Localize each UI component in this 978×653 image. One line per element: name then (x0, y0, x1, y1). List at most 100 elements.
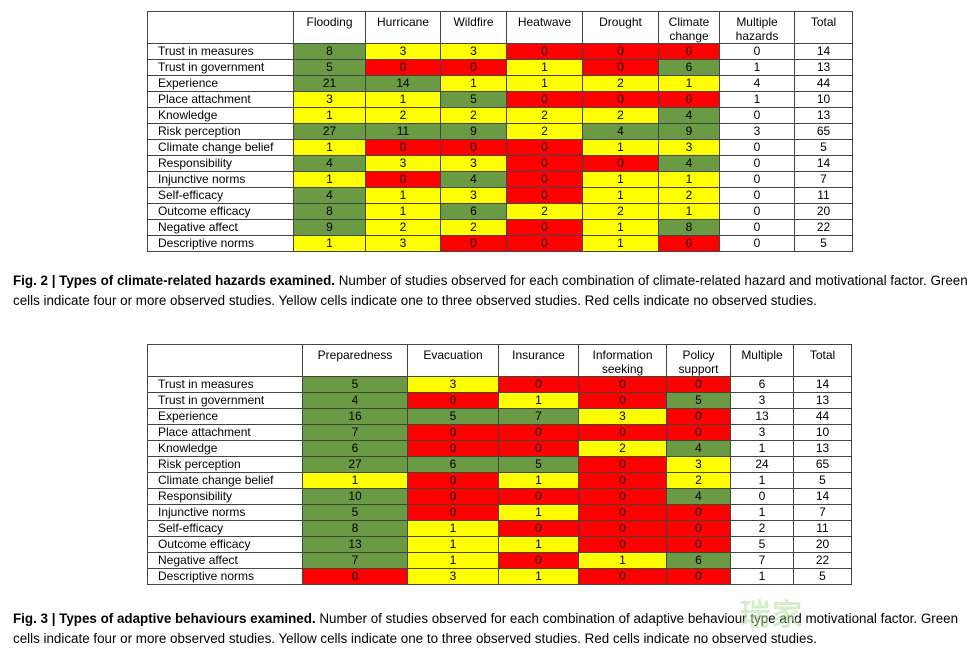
count-cell: 0 (506, 235, 583, 252)
table-row: Outcome efficacy 8 1 6 2 2 1 0 20 (147, 203, 853, 220)
count-cell: 1 (498, 568, 579, 585)
count-cell: 0 (578, 504, 667, 521)
total-cell: 20 (793, 536, 852, 553)
behaviours-table: Preparedness Evacuation Insurance Informati… (147, 344, 852, 585)
total-cell: 13 (793, 392, 852, 409)
count-cell: 3 (440, 187, 507, 204)
count-cell: 0 (666, 504, 731, 521)
count-cell: 11 (365, 123, 441, 140)
row-label: Outcome efficacy (147, 203, 294, 220)
row-label: Trust in government (147, 59, 294, 76)
count-cell: 0 (506, 171, 583, 188)
count-cell: 0 (506, 219, 583, 236)
multiple-cell: 4 (719, 75, 795, 92)
count-cell: 2 (365, 107, 441, 124)
count-cell: 2 (582, 203, 659, 220)
row-label: Climate change belief (147, 472, 303, 489)
table-row: Self-efficacy 4 1 3 0 1 2 0 11 (147, 187, 853, 204)
count-cell: 2 (440, 219, 507, 236)
count-cell: 16 (302, 408, 408, 425)
count-cell: 0 (578, 424, 667, 441)
table-row: Outcome efficacy 13 1 1 0 0 5 20 (147, 536, 852, 553)
header-row: Preparedness Evacuation Insurance Informati… (147, 344, 852, 377)
count-cell: 2 (506, 203, 583, 220)
table-row: Descriptive norms 1 3 0 0 1 0 0 5 (147, 235, 853, 252)
count-cell: 1 (582, 219, 659, 236)
count-cell: 10 (302, 488, 408, 505)
count-cell: 6 (407, 456, 499, 473)
count-cell: 14 (365, 75, 441, 92)
total-cell: 5 (793, 472, 852, 489)
table-row: Negative affect 9 2 2 0 1 8 0 22 (147, 219, 853, 236)
multiple-cell: 0 (730, 488, 794, 505)
count-cell: 0 (666, 408, 731, 425)
count-cell: 0 (440, 59, 507, 76)
count-cell: 0 (666, 376, 731, 393)
multiple-cell: 6 (730, 376, 794, 393)
count-cell: 0 (498, 488, 579, 505)
row-label: Responsibility (147, 155, 294, 172)
row-label: Injunctive norms (147, 504, 303, 521)
multiple-cell: 0 (719, 219, 795, 236)
count-cell: 1 (582, 235, 659, 252)
count-cell: 1 (658, 75, 720, 92)
count-cell: 1 (578, 552, 667, 569)
multiple-cell: 1 (730, 504, 794, 521)
total-cell: 7 (793, 504, 852, 521)
count-cell: 0 (578, 520, 667, 537)
count-cell: 0 (658, 91, 720, 108)
count-cell: 8 (658, 219, 720, 236)
count-cell: 1 (440, 75, 507, 92)
count-cell: 6 (658, 59, 720, 76)
multiple-cell: 5 (730, 536, 794, 553)
count-cell: 6 (440, 203, 507, 220)
count-cell: 0 (578, 472, 667, 489)
count-cell: 9 (293, 219, 366, 236)
row-label: Negative affect (147, 552, 303, 569)
count-cell: 3 (578, 408, 667, 425)
total-cell: 10 (794, 91, 853, 108)
multiple-cell: 1 (730, 568, 794, 585)
count-cell: 0 (365, 59, 441, 76)
count-cell: 6 (302, 440, 408, 457)
count-cell: 1 (302, 472, 408, 489)
count-cell: 1 (582, 139, 659, 156)
total-cell: 44 (793, 408, 852, 425)
multiple-cell: 0 (719, 107, 795, 124)
count-cell: 3 (407, 568, 499, 585)
count-cell: 0 (582, 155, 659, 172)
multiple-cell: 0 (719, 187, 795, 204)
count-cell: 0 (506, 43, 583, 60)
row-label: Knowledge (147, 440, 303, 457)
total-cell: 14 (794, 155, 853, 172)
table-row: Descriptive norms 0 3 1 0 0 1 5 (147, 568, 852, 585)
count-cell: 9 (658, 123, 720, 140)
count-cell: 0 (658, 43, 720, 60)
count-cell: 0 (407, 392, 499, 409)
count-cell: 0 (365, 139, 441, 156)
total-cell: 5 (793, 568, 852, 585)
figure-3-caption: Fig. 3 | Types of adaptive behaviours ex… (13, 609, 975, 649)
count-cell: 3 (293, 91, 366, 108)
row-label: Risk perception (147, 456, 303, 473)
count-cell: 1 (506, 75, 583, 92)
multiple-cell: 3 (730, 424, 794, 441)
total-cell: 5 (794, 139, 853, 156)
table-row: Responsibility 4 3 3 0 0 4 0 14 (147, 155, 853, 172)
count-cell: 0 (365, 171, 441, 188)
column-header: Evacuation (407, 344, 499, 377)
header-blank (147, 344, 303, 377)
table-row: Risk perception 27 6 5 0 3 24 65 (147, 456, 852, 473)
count-cell: 3 (365, 235, 441, 252)
count-cell: 8 (293, 203, 366, 220)
count-cell: 5 (302, 504, 408, 521)
column-header: Drought (582, 11, 659, 44)
count-cell: 1 (293, 171, 366, 188)
table-row: Climate change belief 1 0 0 0 1 3 0 5 (147, 139, 853, 156)
total-cell: 14 (794, 43, 853, 60)
column-header: Hurricane (365, 11, 441, 44)
column-header: Flooding (293, 11, 366, 44)
count-cell: 0 (666, 520, 731, 537)
row-label: Self-efficacy (147, 187, 294, 204)
count-cell: 0 (407, 472, 499, 489)
